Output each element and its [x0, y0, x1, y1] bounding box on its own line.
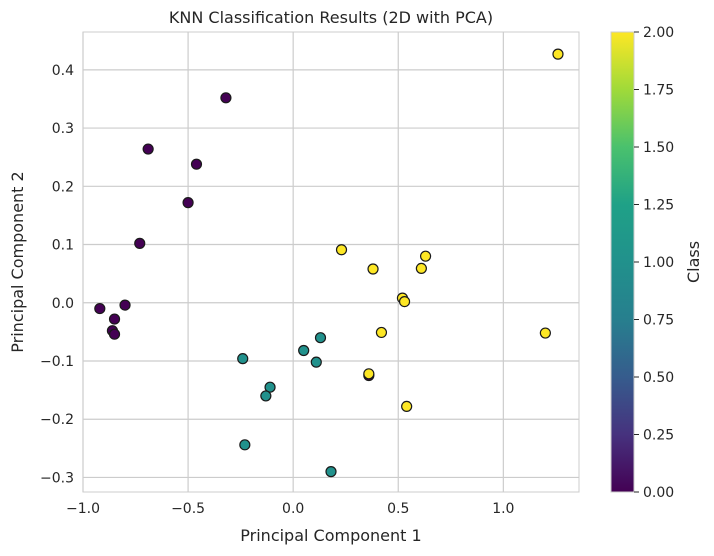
x-tick-label: −0.5: [171, 501, 205, 517]
x-axis-title: Principal Component 1: [240, 526, 421, 545]
colorbar-tick-label: 1.25: [643, 198, 674, 214]
data-point: [325, 466, 337, 478]
data-point: [119, 299, 131, 311]
y-tick-label: −0.3: [40, 470, 74, 486]
colorbar-label: Class: [684, 241, 703, 283]
data-point: [335, 244, 348, 256]
chart-title: KNN Classification Results (2D with PCA): [169, 8, 493, 27]
colorbar-tick-label: 0.25: [643, 428, 674, 444]
data-point: [264, 381, 276, 393]
data-point: [375, 326, 388, 339]
data-point: [298, 344, 310, 357]
data-point: [419, 250, 432, 262]
y-axis-title: Principal Component 2: [8, 171, 27, 352]
colorbar-tick-label: 0.50: [643, 370, 674, 386]
y-tick-label: −0.2: [40, 412, 74, 428]
data-point: [363, 368, 375, 380]
data-point: [367, 263, 379, 275]
colorbar-tick-label: 2.00: [643, 25, 674, 41]
data-point: [190, 158, 203, 170]
data-point: [220, 92, 232, 104]
scatter-points: [94, 48, 564, 478]
colorbar-tick-label: 1.00: [643, 255, 674, 271]
data-point: [415, 262, 427, 275]
data-point: [108, 328, 121, 340]
y-tick-label: 0.0: [52, 296, 74, 312]
data-point: [398, 295, 411, 308]
y-axis-ticks: −0.3 −0.2 −0.1 0.0 0.1 0.2 0.3 0.4: [40, 63, 74, 487]
grid: [82, 32, 579, 492]
data-point: [260, 390, 272, 402]
x-tick-label: −1.0: [66, 501, 100, 517]
y-tick-label: 0.3: [52, 121, 74, 137]
data-point: [108, 313, 121, 325]
colorbar-tick-label: 0.75: [643, 313, 674, 329]
colorbar-tick-label: 1.50: [643, 140, 674, 156]
y-tick-label: 0.2: [52, 179, 74, 195]
y-tick-label: 0.4: [52, 63, 74, 79]
y-tick-label: −0.1: [40, 354, 74, 370]
x-tick-label: 0.5: [387, 501, 409, 517]
data-point: [239, 439, 251, 451]
data-point: [134, 237, 146, 249]
data-point: [539, 327, 551, 339]
plot-area: [83, 32, 579, 492]
data-point: [182, 197, 194, 209]
x-tick-label: 1.0: [492, 501, 514, 517]
colorbar-ticks: 0.00 0.25 0.50 0.75 1.00 1.25 1.50 1.75 2.00: [634, 25, 674, 501]
colorbar-tick-label: 1.75: [643, 83, 674, 99]
plot-frame: [82, 31, 580, 493]
data-point: [310, 356, 322, 368]
y-tick-label: 0.1: [52, 238, 74, 254]
colorbar-tick-label: 0.00: [643, 485, 674, 501]
data-point: [142, 143, 154, 155]
x-axis-ticks: −1.0 −0.5 0.0 0.5 1.0: [66, 501, 514, 517]
data-point: [552, 48, 564, 60]
data-point: [237, 353, 249, 365]
x-tick-label: 0.0: [282, 501, 304, 517]
colorbar: [610, 31, 635, 493]
data-point: [401, 400, 413, 413]
data-point: [314, 332, 327, 344]
data-point: [94, 302, 106, 315]
